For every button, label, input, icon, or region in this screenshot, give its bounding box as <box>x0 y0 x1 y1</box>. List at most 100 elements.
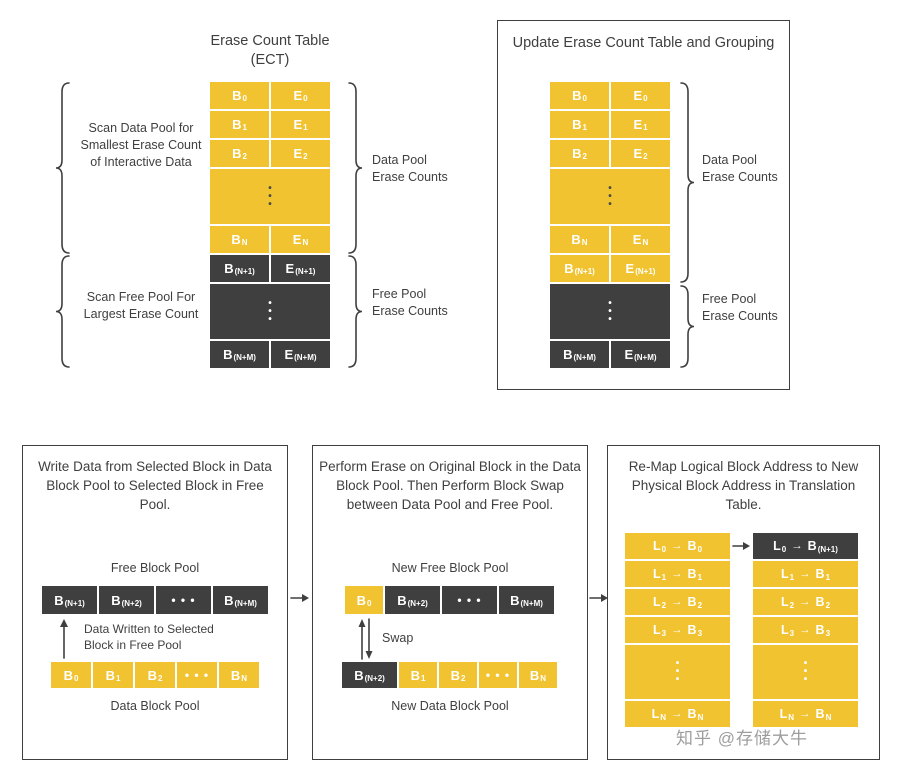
logical-id: L <box>779 707 788 721</box>
logical-id: L <box>652 567 661 581</box>
block-id: B <box>397 592 407 608</box>
erase-sub: 2 <box>303 152 308 161</box>
map-arrow-icon: → <box>671 568 683 580</box>
block-id: B <box>111 592 121 608</box>
ect-title-line1: Erase Count Table <box>210 33 330 49</box>
logical-sub: 2 <box>789 600 795 610</box>
erase-id: E <box>625 261 635 276</box>
map-arrow-icon: → <box>671 708 683 720</box>
block-cell: B (N+1) <box>550 255 609 282</box>
ect-ellipsis-data-pool: • • • <box>210 169 330 224</box>
free-pool-block: B (N+1) <box>42 586 97 614</box>
block-sub: (N+2) <box>364 673 385 683</box>
block-sub: N <box>241 238 248 247</box>
ect-ellipsis-data-pool: • • • <box>550 169 670 224</box>
logical-sub: N <box>660 712 667 722</box>
block-cell: B (N+1) <box>210 255 269 282</box>
block-id: B <box>564 261 574 276</box>
erase-id: E <box>632 232 642 247</box>
erase-sub: 0 <box>303 94 308 103</box>
scan-free-note: Scan Free Pool For Largest Erase Count <box>83 290 199 321</box>
logical-sub: 1 <box>661 572 667 582</box>
vertical-dots-icon: • • • <box>268 182 272 210</box>
logical-sub: 3 <box>789 628 795 638</box>
free-pool-block: B (N+2) <box>99 586 154 614</box>
left-brace-free-pool-icon <box>55 255 70 368</box>
write-panel-title: Write Data from Selected Block in Data B… <box>38 459 272 512</box>
block-id: B <box>356 592 366 608</box>
block-sub: N <box>697 712 704 722</box>
block-sub: 0 <box>366 598 372 608</box>
block-sub: 1 <box>582 123 587 132</box>
block-id: B <box>572 88 582 103</box>
vertical-dots-icon: • • • <box>803 658 808 685</box>
erase-sub: (N+M) <box>294 353 317 362</box>
map-row: L 3 → B 3 <box>625 617 730 643</box>
map-row: L 1 → B 1 <box>753 561 858 587</box>
erase-id: E <box>633 88 643 103</box>
block-id: B <box>410 667 420 683</box>
block-sub: 2 <box>697 600 703 610</box>
swap-label: Swap <box>382 631 414 645</box>
right-brace-data-pool-icon <box>348 82 363 254</box>
block-sub: (N+M) <box>520 598 543 608</box>
erase-sub: 1 <box>303 123 308 132</box>
map-arrow-icon: → <box>671 540 683 552</box>
logical-id: L <box>651 707 660 721</box>
block-id: B <box>105 667 115 683</box>
remap-panel-title: Re-Map Logical Block Address to New Phys… <box>628 459 859 512</box>
block-id: B <box>815 707 825 721</box>
erase-id: E <box>284 347 294 362</box>
new-free-pool-label: New Free Block Pool <box>391 561 509 575</box>
erase-cell: E (N+M) <box>611 341 670 368</box>
block-sub: (N+2) <box>407 598 428 608</box>
horizontal-dots-icon: • • • <box>184 668 210 682</box>
block-sub: 0 <box>73 673 79 683</box>
block-sub: 1 <box>420 673 426 683</box>
block-id: B <box>815 595 825 609</box>
block-id: B <box>54 592 64 608</box>
free-pool-block: B (N+2) <box>385 586 440 614</box>
free-pool-block: B (N+M) <box>499 586 554 614</box>
block-sub: 2 <box>460 673 466 683</box>
ect-row: B (N+1) E (N+1) <box>210 255 330 282</box>
block-id: B <box>224 592 234 608</box>
block-id: B <box>571 232 581 247</box>
vertical-dots-icon: • • • <box>675 658 680 685</box>
arrow-right-icon <box>732 542 750 550</box>
map-row: L 0 → B 0 <box>625 533 730 559</box>
block-id: B <box>815 623 825 637</box>
map-arrow-icon: → <box>799 708 811 720</box>
block-id: B <box>232 146 242 161</box>
erase-id: E <box>292 232 302 247</box>
map-row: L 1 → B 1 <box>625 561 730 587</box>
scan-data-note: Scan Data Pool for Smallest Erase Count … <box>80 121 202 169</box>
block-id: B <box>687 595 697 609</box>
logical-sub: 0 <box>781 544 787 554</box>
block-sub: (N+M) <box>573 353 596 362</box>
block-sub: 0 <box>242 94 247 103</box>
ellipsis-block: • • • <box>156 586 211 614</box>
block-id: B <box>510 592 520 608</box>
map-arrow-icon: → <box>671 596 683 608</box>
block-id: B <box>687 707 697 721</box>
ect-title-line2: (ECT) <box>250 52 290 68</box>
erase-cell: E (N+1) <box>611 255 670 282</box>
block-id: B <box>815 567 825 581</box>
